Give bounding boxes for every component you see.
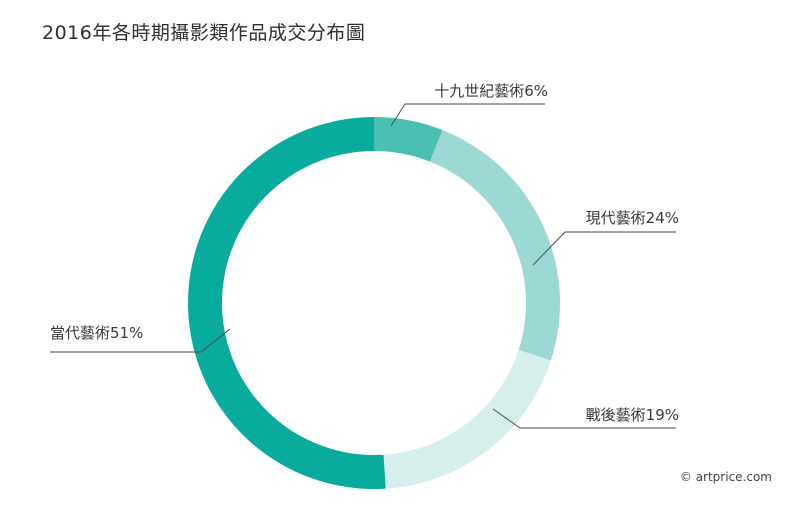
donut-slice-1: [374, 117, 443, 162]
slice-label-4: 當代藝術51%: [50, 324, 143, 342]
copyright-credit: © artprice.com: [679, 470, 772, 484]
slice-labels: 十九世紀藝術6% 現代藝術24% 戰後藝術19% 當代藝術51%: [50, 82, 679, 424]
leader-line-1: [390, 103, 545, 127]
slice-label-3: 戰後藝術19%: [586, 406, 679, 424]
donut-slice-2: [429, 130, 560, 361]
leader-line-2: [532, 231, 676, 266]
slice-label-2: 現代藝術24%: [586, 209, 679, 227]
leader-lines: [50, 103, 676, 429]
chart-title: 2016年各時期攝影類作品成交分布圖: [42, 22, 366, 44]
slice-label-1: 十九世紀藝術6%: [434, 82, 548, 100]
donut-slice-4: [187, 117, 386, 489]
leader-line-4: [50, 328, 231, 353]
donut-slices: [187, 117, 560, 489]
donut-slice-3: [383, 349, 551, 489]
leader-line-3: [492, 408, 676, 429]
